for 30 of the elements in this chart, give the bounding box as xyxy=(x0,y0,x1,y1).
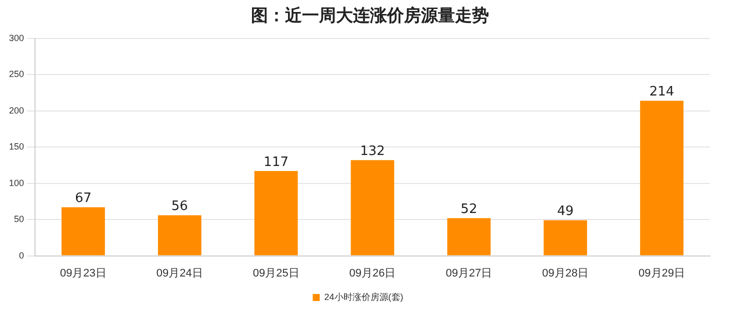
x-tick-label: 09月29日 xyxy=(638,267,686,280)
y-tick-label: 50 xyxy=(14,214,24,224)
x-tick-label: 09月24日 xyxy=(156,267,203,280)
data-label: 52 xyxy=(460,202,478,217)
data-label: 49 xyxy=(557,204,574,220)
bar xyxy=(254,171,298,256)
y-tick-label: 0 xyxy=(19,250,24,260)
legend-label: 24小时涨价房源(套) xyxy=(324,292,404,302)
y-tick-label: 100 xyxy=(8,178,24,188)
data-label: 67 xyxy=(74,191,92,206)
bar xyxy=(158,215,202,256)
data-label: 56 xyxy=(171,199,188,214)
x-tick-label: 09月28日 xyxy=(542,267,589,280)
bar xyxy=(544,220,588,256)
x-tick-label: 09月23日 xyxy=(60,267,106,280)
x-tick-label: 09月26日 xyxy=(349,267,396,280)
bar xyxy=(350,160,394,256)
chart-title: 图：近一周大连涨价房源量走势 xyxy=(250,5,490,27)
bar xyxy=(62,207,105,256)
y-tick-label: 300 xyxy=(8,32,24,43)
data-label: 117 xyxy=(264,154,288,170)
y-tick-label: 200 xyxy=(8,105,24,116)
bar xyxy=(640,100,684,256)
x-tick-label: 09月27日 xyxy=(446,267,492,280)
data-label: 132 xyxy=(360,144,385,160)
data-label: 214 xyxy=(649,84,674,100)
y-tick-label: 250 xyxy=(8,69,24,80)
bar xyxy=(447,218,491,256)
y-tick-label: 150 xyxy=(8,142,24,152)
x-tick-label: 09月25日 xyxy=(252,267,300,280)
